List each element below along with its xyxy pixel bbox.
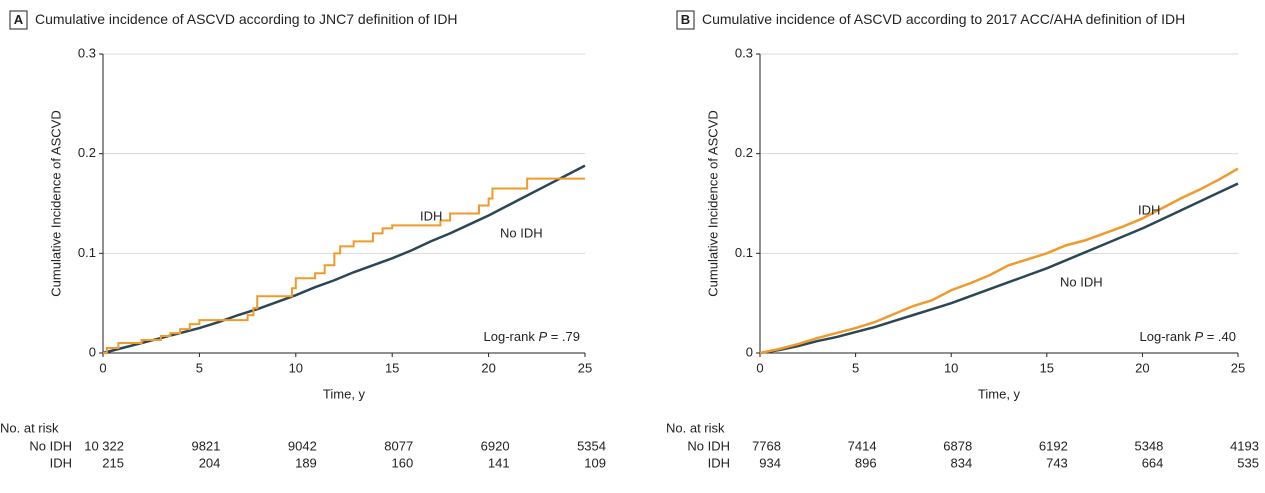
- annotation-part: Log-rank: [1140, 329, 1195, 344]
- y-axis-label: Cumulative Incidence of ASCVD: [48, 110, 63, 296]
- y-tick-label: 0.1: [735, 245, 753, 260]
- x-tick-label: 25: [1231, 360, 1245, 375]
- risk-value: 189: [295, 455, 317, 470]
- risk-value: 4193: [1230, 438, 1259, 453]
- annotation-part: Log-rank: [484, 329, 539, 344]
- x-tick-label: 15: [385, 360, 399, 375]
- x-tick-label: 10: [944, 360, 958, 375]
- annotation-part: = .40: [1203, 329, 1236, 344]
- risk-value: 215: [102, 455, 124, 470]
- risk-value: 9821: [191, 438, 220, 453]
- y-tick-label: 0: [746, 344, 753, 359]
- x-tick-label: 0: [756, 360, 763, 375]
- risk-value: 896: [855, 455, 877, 470]
- x-tick-label: 15: [1040, 360, 1054, 375]
- panel-box: [676, 10, 695, 30]
- risk-table-title: No. at risk: [666, 420, 725, 435]
- x-tick-label: 25: [578, 360, 592, 375]
- risk-value: 141: [488, 455, 510, 470]
- risk-value: 8077: [384, 438, 413, 453]
- x-tick-label: 0: [99, 360, 106, 375]
- risk-value: 6192: [1039, 438, 1068, 453]
- x-tick-label: 10: [289, 360, 303, 375]
- risk-row-name: No IDH: [29, 438, 72, 453]
- risk-value: 9042: [288, 438, 317, 453]
- y-tick-label: 0: [89, 344, 96, 359]
- survival-curve: [102, 164, 586, 355]
- series-label: IDH: [1138, 202, 1160, 217]
- risk-value: 204: [199, 455, 221, 470]
- y-tick-label: 0.2: [78, 145, 96, 160]
- y-tick-label: 0.2: [735, 145, 753, 160]
- risk-value: 160: [391, 455, 413, 470]
- survival-curve: [759, 182, 1239, 355]
- x-tick-label: 20: [481, 360, 495, 375]
- y-tick-label: 0.3: [735, 45, 753, 60]
- risk-value: 834: [950, 455, 972, 470]
- risk-value: 743: [1046, 455, 1068, 470]
- chart-title: Cumulative incidence of ASCVD according …: [35, 11, 458, 27]
- risk-value: 7768: [752, 438, 781, 453]
- risk-value: 5348: [1134, 438, 1163, 453]
- x-axis-label: Time, y: [978, 386, 1021, 401]
- series-label: No IDH: [500, 225, 543, 240]
- risk-value: 6920: [481, 438, 510, 453]
- annotation: Log-rank P = .40: [1140, 329, 1236, 344]
- panel-label: B: [681, 12, 690, 27]
- risk-row-name: No IDH: [687, 438, 730, 453]
- risk-value: 10 322: [84, 438, 124, 453]
- risk-row-name: IDH: [50, 455, 72, 470]
- risk-row-name: IDH: [708, 455, 730, 470]
- risk-value: 535: [1237, 455, 1259, 470]
- y-tick-label: 0.1: [78, 245, 96, 260]
- x-axis-label: Time, y: [323, 386, 366, 401]
- panel-label: A: [14, 12, 24, 27]
- x-tick-label: 5: [196, 360, 203, 375]
- y-tick-label: 0.3: [78, 45, 96, 60]
- risk-value: 934: [759, 455, 781, 470]
- risk-value: 7414: [848, 438, 877, 453]
- x-tick-label: 5: [852, 360, 859, 375]
- risk-value: 6878: [943, 438, 972, 453]
- risk-value: 5354: [577, 438, 606, 453]
- risk-value: 664: [1142, 455, 1164, 470]
- chart-title: Cumulative incidence of ASCVD according …: [702, 11, 1185, 27]
- risk-table-title: No. at risk: [0, 420, 59, 435]
- annotation-part: = .79: [547, 329, 580, 344]
- annotation-part: P: [1194, 329, 1203, 344]
- annotation-part: P: [538, 329, 547, 344]
- annotation: Log-rank P = .79: [484, 329, 580, 344]
- panel-box: [9, 10, 28, 30]
- risk-value: 109: [584, 455, 606, 470]
- series-label: No IDH: [1060, 274, 1103, 289]
- survival-curve: [759, 167, 1239, 355]
- survival-curve: [103, 177, 585, 354]
- series-label: IDH: [420, 208, 442, 223]
- y-axis-label: Cumulative Incidence of ASCVD: [705, 110, 720, 296]
- x-tick-label: 20: [1135, 360, 1149, 375]
